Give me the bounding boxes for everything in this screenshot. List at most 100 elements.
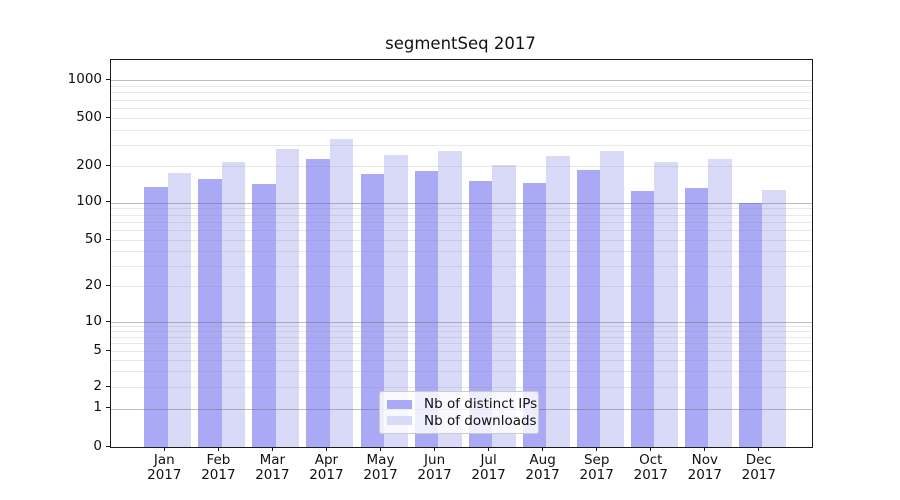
x-tick-may (380, 447, 381, 451)
bar-ips-oct (630, 190, 655, 447)
x-tick-mar (271, 447, 273, 451)
bar-ips-aug (522, 183, 547, 447)
bar-downloads-jan (167, 173, 192, 447)
x-tick-label-feb: Feb 2017 (201, 452, 236, 483)
gridline-1000 (111, 80, 812, 81)
x-tick-label-jul: Jul 2017 (471, 452, 506, 483)
x-tick-nov (704, 447, 706, 451)
x-tick-label-sep: Sep 2017 (579, 452, 614, 483)
gridline-200 (111, 166, 812, 167)
bar-ips-jan (144, 186, 168, 447)
y-tick-label-2: 2 (93, 377, 102, 394)
legend-swatch-distinct-ips (387, 399, 412, 409)
x-tick-sep (596, 447, 598, 451)
gridline-4 (111, 359, 812, 361)
chart-title: segmentSeq 2017 (385, 34, 536, 53)
bar-ips-mar (252, 184, 276, 447)
y-tick-1 (106, 407, 110, 408)
gridline-500 (111, 118, 812, 119)
y-tick-50 (106, 238, 110, 240)
bar-ips-may (360, 173, 384, 447)
y-tick-0 (106, 445, 110, 447)
legend-swatch-downloads (387, 416, 412, 426)
bar-downloads-aug (546, 155, 570, 447)
bar-downloads-sep (600, 150, 624, 447)
bar-downloads-feb (221, 162, 246, 447)
bar-downloads-dec (762, 189, 786, 447)
gridline-7 (111, 336, 812, 338)
gridline-900 (111, 85, 812, 87)
gridline-40 (111, 251, 812, 253)
gridline-90 (111, 208, 812, 210)
plot-area (110, 59, 813, 448)
legend-label-distinct-ips: Nb of distinct IPs (424, 396, 538, 413)
y-tick-label-100: 100 (76, 193, 102, 210)
legend: Nb of distinct IPs Nb of downloads (379, 391, 539, 434)
y-tick-200 (106, 164, 110, 166)
gridline-2 (111, 387, 812, 388)
y-tick-10 (106, 320, 110, 322)
bar-downloads-jul (492, 164, 516, 447)
x-tick-label-apr: Apr 2017 (309, 452, 344, 483)
x-tick-label-aug: Aug 2017 (525, 452, 560, 483)
x-tick-oct (650, 447, 652, 451)
gridline-6 (111, 343, 812, 345)
bar-downloads-nov (708, 158, 732, 447)
y-tick-1000 (106, 78, 110, 80)
bar-ips-feb (198, 178, 222, 447)
bar-ips-apr (306, 159, 330, 447)
x-tick-aug (542, 447, 544, 451)
gridline-70 (111, 221, 812, 223)
gridline-10 (111, 322, 812, 323)
x-tick-label-jun: Jun 2017 (417, 452, 452, 483)
x-tick-label-dec: Dec 2017 (741, 452, 776, 483)
y-tick-label-200: 200 (76, 156, 102, 173)
gridline-700 (111, 99, 812, 101)
legend-label-downloads: Nb of downloads (424, 412, 537, 429)
legend-item-distinct-ips: Nb of distinct IPs (387, 396, 537, 413)
x-tick-label-jan: Jan 2017 (147, 452, 182, 483)
x-tick-label-nov: Nov 2017 (687, 452, 722, 483)
bar-ips-jul (468, 180, 493, 447)
gridline-100 (111, 202, 812, 204)
gridline-800 (111, 92, 812, 94)
bar-ips-dec (738, 203, 763, 447)
x-tick-label-may: May 2017 (363, 452, 398, 483)
bar-downloads-oct (654, 161, 678, 447)
gridline-400 (111, 129, 812, 131)
y-tick-label-1000: 1000 (67, 70, 102, 87)
x-tick-label-oct: Oct 2017 (633, 452, 668, 483)
y-tick-5 (106, 349, 110, 351)
gridline-30 (111, 265, 812, 267)
x-tick-label-mar: Mar 2017 (255, 452, 290, 483)
gridline-60 (111, 230, 812, 232)
x-tick-jun (434, 447, 436, 451)
gridline-80 (111, 214, 812, 216)
y-tick-2 (106, 385, 110, 387)
y-tick-label-5: 5 (93, 341, 102, 358)
y-tick-100 (106, 201, 110, 203)
gridline-8 (111, 331, 812, 333)
y-tick-20 (106, 284, 110, 286)
y-tick-500 (106, 116, 110, 118)
x-tick-apr (325, 447, 327, 451)
legend-item-downloads: Nb of downloads (387, 413, 537, 430)
bar-ips-nov (684, 187, 709, 447)
x-tick-jan (163, 447, 165, 451)
y-tick-label-0: 0 (93, 437, 102, 454)
x-tick-jul (488, 447, 490, 451)
gridline-3 (111, 371, 812, 373)
x-tick-feb (217, 447, 219, 451)
bar-downloads-apr (329, 139, 354, 447)
gridline-5 (111, 351, 812, 352)
y-tick-label-500: 500 (76, 108, 102, 125)
bar-downloads-mar (275, 149, 300, 447)
bar-downloads-jun (438, 150, 462, 447)
gridline-300 (111, 144, 812, 146)
y-tick-label-20: 20 (84, 276, 102, 293)
bars-layer (111, 60, 812, 447)
grid-overlay-layer (111, 60, 812, 447)
bar-downloads-may (384, 155, 408, 447)
x-tick-dec (758, 447, 760, 451)
